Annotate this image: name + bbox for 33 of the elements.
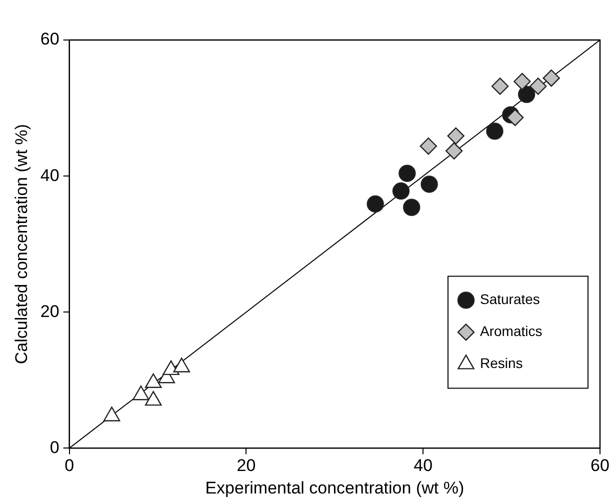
point — [445, 142, 463, 160]
legend-label: Aromatics — [480, 323, 542, 340]
x-axis-title: Experimental concentration (wt %) — [205, 478, 464, 498]
point — [366, 195, 384, 213]
point — [420, 138, 438, 155]
point — [173, 358, 190, 372]
y-axis-title: Calculated concentration (wt %) — [12, 124, 31, 364]
point — [420, 176, 438, 193]
point — [529, 78, 547, 95]
point — [542, 70, 560, 87]
point — [518, 86, 536, 104]
point — [506, 108, 524, 126]
point — [392, 182, 410, 200]
point — [398, 164, 416, 182]
y-tick-label: 40 — [40, 166, 60, 185]
y-tick-label: 20 — [40, 302, 60, 321]
x-tick-label: 20 — [236, 456, 256, 476]
point — [514, 72, 531, 90]
point — [103, 406, 120, 422]
point — [144, 373, 162, 388]
y-tick-label: 60 — [40, 30, 60, 49]
y-tick-label: 0 — [50, 438, 60, 457]
x-tick-label: 0 — [64, 456, 74, 476]
x-tick-label: 60 — [590, 456, 610, 476]
point — [132, 386, 150, 400]
x-tick-label: 40 — [414, 456, 433, 476]
point — [491, 78, 509, 95]
legend-label: Resins — [480, 355, 523, 372]
point — [447, 127, 464, 145]
point — [403, 198, 420, 216]
point — [144, 390, 162, 406]
point — [486, 122, 504, 140]
legend-label: Saturates — [480, 291, 540, 308]
